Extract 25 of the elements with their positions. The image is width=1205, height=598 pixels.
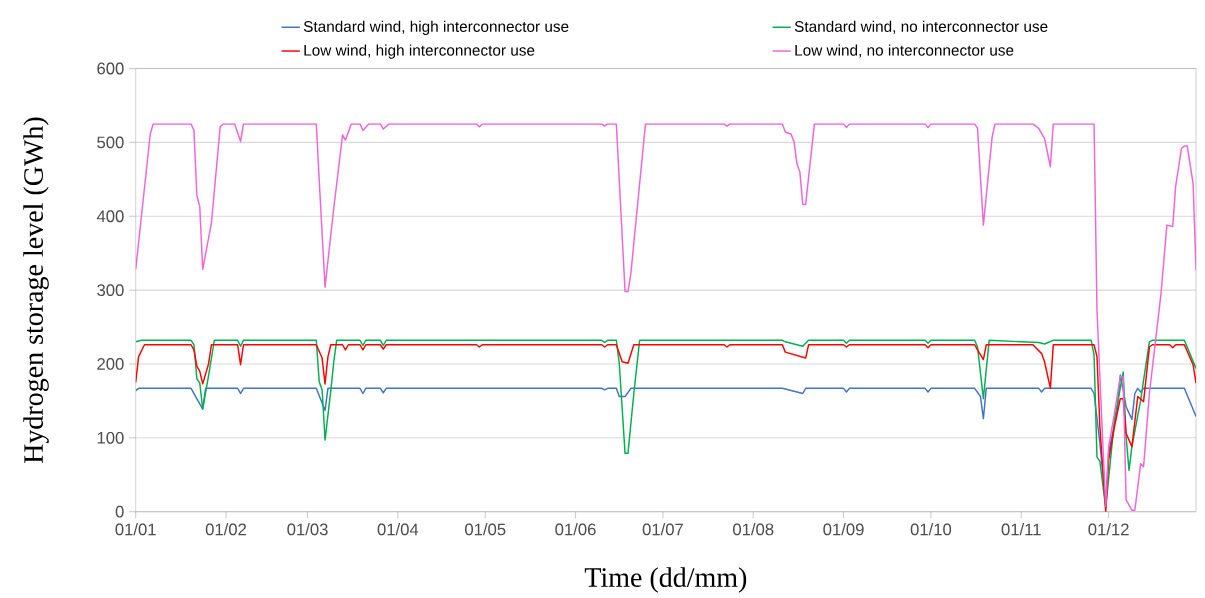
legend-label: Standard wind, high interconnector use bbox=[303, 20, 569, 35]
x-tick-label: 01/12 bbox=[1088, 523, 1129, 536]
x-tick-label: 01/10 bbox=[910, 523, 952, 536]
y-tick-label: 200 bbox=[97, 358, 124, 370]
x-tick-label: 01/09 bbox=[823, 523, 864, 536]
x-tick-label: 01/04 bbox=[377, 523, 419, 536]
y-axis-title: Hydrogen storage level (GWh) bbox=[23, 117, 49, 464]
y-tick-label: 100 bbox=[97, 431, 124, 444]
y-tick-label: 0 bbox=[115, 505, 124, 518]
y-tick-label: 600 bbox=[97, 62, 124, 75]
y-tick-label: 400 bbox=[96, 210, 124, 223]
y-tick-label: 300 bbox=[97, 284, 124, 296]
y-tick-label: 500 bbox=[97, 136, 124, 149]
x-tick-label: 01/01 bbox=[115, 523, 156, 536]
legend-label: Standard wind, no interconnector use bbox=[794, 20, 1048, 34]
x-tick-label: 01/07 bbox=[642, 523, 683, 536]
x-tick-label: 01/03 bbox=[287, 523, 328, 536]
x-tick-label: 01/06 bbox=[555, 523, 596, 536]
x-tick-label: 01/11 bbox=[1001, 523, 1041, 536]
legend-label: Low wind, no interconnector use bbox=[795, 44, 1014, 58]
x-axis-title: Time (dd/mm) bbox=[584, 567, 747, 593]
x-tick-label: 01/05 bbox=[465, 523, 506, 536]
x-tick-label: 01/02 bbox=[205, 523, 247, 536]
legend-label: Low wind, high interconnector use bbox=[304, 44, 535, 59]
x-tick-label: 01/08 bbox=[733, 523, 774, 536]
